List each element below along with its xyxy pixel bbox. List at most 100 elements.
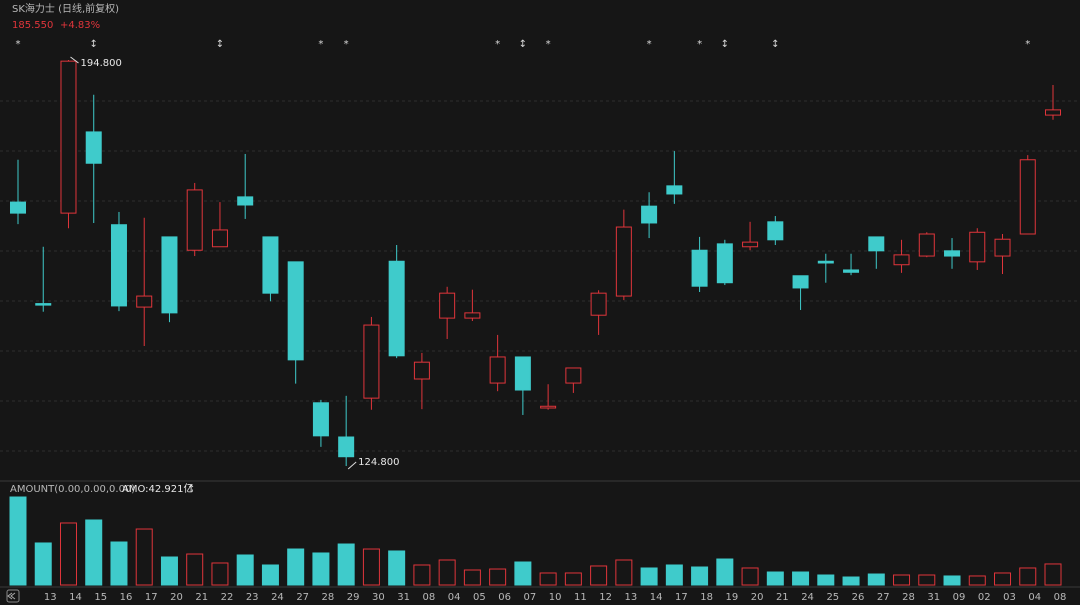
candle-body bbox=[893, 254, 910, 266]
candle-body bbox=[615, 226, 632, 297]
scroll-left-button[interactable] bbox=[6, 589, 20, 603]
x-tick-label: 13 bbox=[624, 592, 637, 603]
annotation-label: 194.800 bbox=[80, 58, 121, 69]
volume-current: AMO:42.921亿 bbox=[122, 482, 194, 495]
x-tick-label: 18 bbox=[700, 592, 713, 603]
candle-body bbox=[641, 205, 658, 224]
x-tick-label: 04 bbox=[448, 592, 461, 603]
x-tick-label: 08 bbox=[1054, 592, 1067, 603]
x-tick-label: 25 bbox=[826, 592, 839, 603]
x-tick-label: 06 bbox=[498, 592, 511, 603]
candle-body bbox=[35, 303, 52, 306]
volume-bar bbox=[867, 573, 885, 586]
event-marker: * bbox=[16, 39, 21, 50]
volume-bar bbox=[362, 548, 380, 586]
volume-bar bbox=[514, 561, 532, 586]
candle-body bbox=[1019, 159, 1036, 235]
x-tick-label: 23 bbox=[246, 592, 259, 603]
candle-body bbox=[10, 201, 26, 214]
volume-bar bbox=[539, 572, 557, 586]
x-tick-label: 14 bbox=[69, 592, 82, 603]
event-marker: * bbox=[495, 39, 500, 50]
x-tick-label: 28 bbox=[902, 592, 915, 603]
volume-bar bbox=[665, 564, 683, 586]
candle-body bbox=[489, 356, 506, 384]
volume-label: AMOUNT(0.00,0.00,0.00) bbox=[10, 484, 135, 495]
x-tick-label: 24 bbox=[271, 592, 284, 603]
volume-bar bbox=[287, 548, 305, 586]
x-tick-label: 02 bbox=[978, 592, 991, 603]
last-price: 185.550 bbox=[12, 20, 53, 31]
candle-body bbox=[60, 60, 77, 214]
candle-body bbox=[918, 233, 935, 257]
volume-bar bbox=[893, 574, 911, 586]
x-tick-label: 26 bbox=[852, 592, 865, 603]
candle-body bbox=[691, 249, 708, 287]
annotation-label: 124.800 bbox=[358, 457, 399, 468]
annotation-arrow bbox=[70, 56, 79, 64]
event-marker: * bbox=[647, 39, 652, 50]
candle-body bbox=[464, 312, 481, 319]
candle-body bbox=[514, 356, 531, 391]
x-tick-label: 21 bbox=[195, 592, 208, 603]
volume-bar bbox=[312, 552, 330, 586]
x-tick-label: 04 bbox=[1028, 592, 1041, 603]
event-marker: * bbox=[1025, 39, 1030, 50]
volume-bar bbox=[817, 574, 835, 586]
candle-body bbox=[1045, 109, 1061, 116]
candle-body bbox=[110, 224, 127, 307]
x-tick-label: 11 bbox=[574, 592, 587, 603]
volume-bar bbox=[1044, 563, 1062, 586]
volume-bar bbox=[261, 564, 279, 586]
x-tick-label: 16 bbox=[120, 592, 133, 603]
volume-bar bbox=[994, 572, 1012, 586]
annotation-arrow bbox=[347, 461, 357, 470]
volume-bar bbox=[766, 571, 784, 586]
candle-body bbox=[994, 238, 1011, 257]
x-tick-label: 17 bbox=[145, 592, 158, 603]
candle-body bbox=[413, 361, 430, 380]
candle-body bbox=[767, 221, 784, 241]
x-tick-label: 31 bbox=[397, 592, 410, 603]
candle-body bbox=[211, 229, 228, 248]
volume-bar bbox=[413, 564, 431, 586]
button-icon[interactable] bbox=[7, 592, 16, 600]
event-marker: ↕ bbox=[771, 39, 779, 50]
candle-body bbox=[312, 402, 329, 437]
candle-body bbox=[843, 269, 860, 273]
volume-bar bbox=[85, 519, 103, 586]
x-tick-label: 03 bbox=[1003, 592, 1016, 603]
volume-bar bbox=[968, 575, 986, 586]
x-tick-label: 17 bbox=[675, 592, 688, 603]
event-marker: * bbox=[546, 39, 551, 50]
volume-bar bbox=[918, 574, 936, 586]
x-tick-label: 14 bbox=[650, 592, 663, 603]
stock-title: SK海力士 (日线,前复权) bbox=[12, 2, 119, 15]
x-tick-label: 19 bbox=[725, 592, 738, 603]
candle-body bbox=[85, 131, 102, 164]
candle-body bbox=[565, 367, 582, 384]
candle-body bbox=[716, 243, 733, 284]
volume-bar bbox=[489, 568, 507, 586]
price-change: +4.83% bbox=[60, 20, 100, 31]
volume-bar bbox=[564, 572, 582, 586]
volume-bar bbox=[463, 569, 481, 586]
candle-body bbox=[666, 185, 683, 195]
x-tick-label: 10 bbox=[549, 592, 562, 603]
x-tick-label: 29 bbox=[347, 592, 360, 603]
volume-bar bbox=[792, 571, 810, 586]
button-frame[interactable] bbox=[6, 589, 20, 603]
candle-body bbox=[287, 261, 304, 361]
volume-bar bbox=[640, 567, 658, 586]
volume-bar bbox=[716, 558, 734, 586]
volume-bar bbox=[211, 562, 229, 586]
volume-bar bbox=[34, 542, 52, 586]
candle-body bbox=[792, 275, 809, 289]
candle-body bbox=[136, 295, 153, 308]
event-marker: * bbox=[344, 39, 349, 50]
candle-body bbox=[161, 236, 178, 314]
volume-bar bbox=[943, 575, 961, 586]
candle-body bbox=[388, 260, 405, 357]
